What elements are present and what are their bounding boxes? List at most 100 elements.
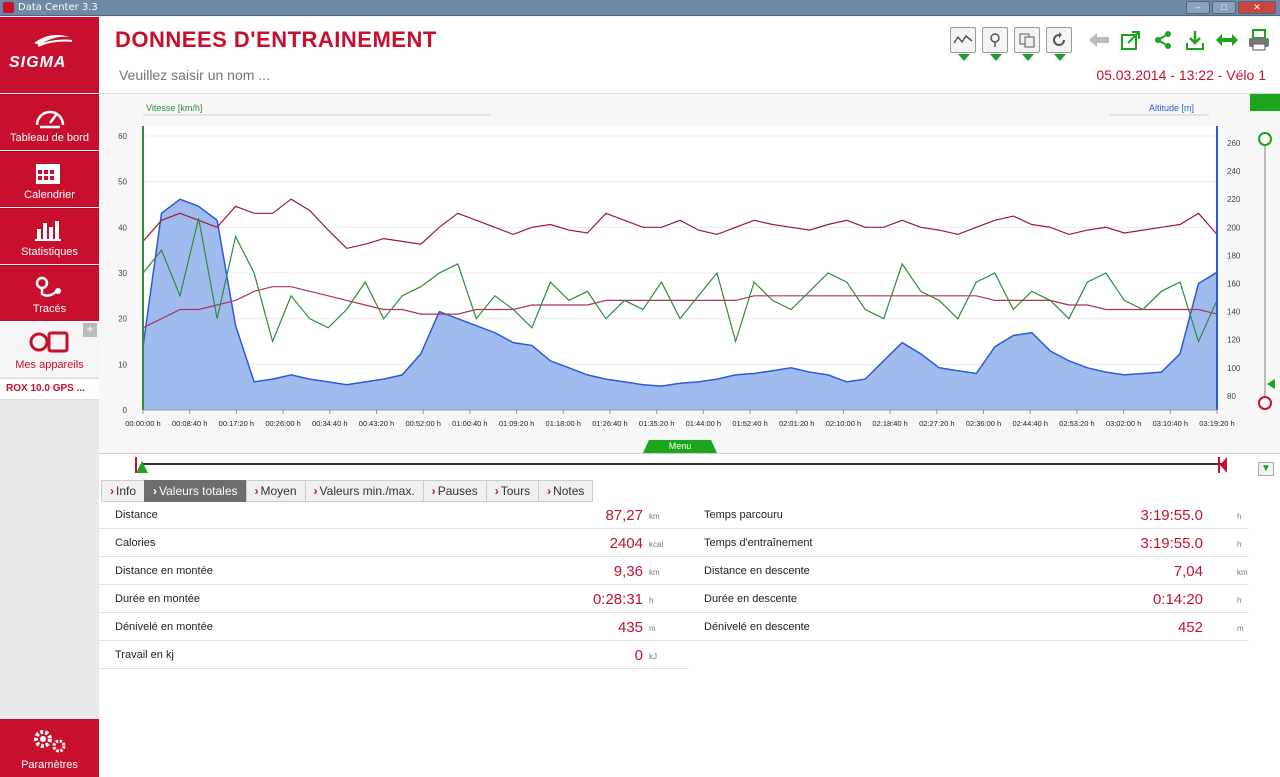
download-button[interactable]: [1182, 27, 1208, 53]
sidebar-item-dashboard[interactable]: Tableau de bord: [0, 94, 99, 150]
x-tick-label: 02:36:00 h: [966, 419, 1001, 428]
stat-label: Temps d'entraînement: [704, 537, 813, 549]
tab-total-values[interactable]: Valeurs totales: [144, 480, 247, 502]
right-tick-label: 220: [1227, 195, 1241, 204]
left-tick-label: 50: [118, 178, 127, 187]
x-tick-label: 00:43:20 h: [359, 419, 394, 428]
device-entry[interactable]: ROX 10.0 GPS ...: [0, 378, 99, 400]
add-device-button[interactable]: +: [83, 323, 97, 337]
left-tick-label: 40: [118, 223, 127, 232]
expand-button[interactable]: [1214, 27, 1240, 53]
zoom-in-icon: [1258, 132, 1272, 146]
sidebar-item-label: Paramètres: [21, 759, 78, 771]
tab-info[interactable]: Info: [101, 480, 146, 502]
minimize-button[interactable]: –: [1186, 1, 1210, 14]
left-tick-label: 30: [118, 269, 127, 278]
refresh-icon: [1053, 32, 1065, 46]
stat-label: Dénivelé en descente: [704, 621, 810, 633]
stat-unit: m: [1237, 624, 1244, 633]
speed-line: [142, 218, 1218, 344]
tab-laps[interactable]: Tours: [485, 480, 540, 502]
sidebar: SIGMA Tableau de bord Calendrier Statist…: [0, 17, 99, 777]
printer-icon: [1249, 29, 1269, 51]
x-tick-label: 02:53:20 h: [1059, 419, 1094, 428]
stat-value: 2404: [609, 535, 643, 552]
tab-average[interactable]: Moyen: [245, 480, 306, 502]
tab-min-max[interactable]: Valeurs min./max.: [304, 480, 424, 502]
copy-icon: [1019, 33, 1035, 48]
sigma-logo: SIGMA: [0, 17, 99, 93]
stat-label: Durée en montée: [115, 593, 200, 605]
range-start-handle[interactable]: [135, 456, 149, 474]
range-slider[interactable]: ▲: [99, 453, 1280, 479]
right-tick-label: 260: [1227, 139, 1241, 148]
stat-row-climb-distance: Distance en montée 9,36 km: [99, 558, 689, 585]
stat-label: Calories: [115, 537, 156, 549]
x-tick-label: 03:19:20 h: [1199, 419, 1234, 428]
altitude-area: [143, 199, 1217, 410]
app-icon: [3, 2, 14, 13]
session-name-input[interactable]: [119, 67, 519, 83]
stat-label: Distance en montée: [115, 565, 213, 577]
compare-button[interactable]: [1014, 27, 1040, 61]
stat-unit: m: [649, 624, 656, 633]
chart-settings-button: [1250, 94, 1280, 111]
share-icon: [1155, 31, 1171, 49]
back-arrow-icon: [1089, 33, 1109, 47]
stat-row-descent-distance: Distance en descente 7,04 km: [689, 558, 1249, 585]
sidebar-item-devices[interactable]: + Mes appareils: [0, 321, 99, 377]
export-icon: [1121, 31, 1140, 50]
main-panel: DONNEES D'ENTRAINEMENT 05.03.2014 - 13:2…: [99, 17, 1280, 777]
x-tick-label: 00:34:40 h: [312, 419, 347, 428]
window-controls: – □ ✕: [1186, 1, 1276, 14]
refresh-button[interactable]: [1046, 27, 1072, 61]
range-end-handle[interactable]: [1217, 456, 1229, 474]
left-tick-label: 60: [118, 132, 127, 141]
right-tick-label: 160: [1227, 280, 1241, 289]
stat-unit: h: [649, 596, 654, 605]
sidebar-item-statistics[interactable]: Statistiques: [0, 208, 99, 264]
stat-value: 3:19:55.0: [1140, 535, 1203, 552]
cadence-line: [142, 286, 1218, 329]
x-tick-label: 01:26:40 h: [592, 419, 627, 428]
x-tick-label: 01:00:40 h: [452, 419, 487, 428]
detail-tabs: Info Valeurs totales Moyen Valeurs min./…: [101, 480, 594, 502]
zoom-slider-thumb: [1267, 379, 1275, 389]
gears-icon: [34, 730, 66, 753]
tab-notes[interactable]: Notes: [538, 480, 594, 502]
sidebar-item-label: Tracés: [32, 303, 67, 315]
sidebar-item-tracks[interactable]: Tracés: [0, 265, 99, 321]
back-button[interactable]: [1086, 27, 1112, 53]
stat-value: 435: [617, 619, 643, 636]
chart-menu-tab[interactable]: Menu: [643, 440, 717, 453]
right-tick-label: 200: [1227, 223, 1241, 232]
stat-value: 9,36: [613, 563, 643, 580]
expand-down-button[interactable]: ▼: [1258, 462, 1274, 476]
stat-row-elevation-gain: Dénivelé en montée 435 m: [99, 614, 689, 641]
x-tick-label: 02:10:00 h: [826, 419, 861, 428]
sidebar-item-settings[interactable]: Paramètres: [0, 719, 99, 777]
maximize-button[interactable]: □: [1212, 1, 1236, 14]
tab-pauses[interactable]: Pauses: [422, 480, 487, 502]
x-tick-label: 01:18:00 h: [546, 419, 581, 428]
sidebar-item-calendar[interactable]: Calendrier: [0, 151, 99, 207]
stat-unit: h: [1237, 512, 1242, 521]
toolbar: [950, 27, 1272, 61]
left-tick-label: 0: [123, 406, 128, 415]
x-tick-label: 02:27:20 h: [919, 419, 954, 428]
map-view-button[interactable]: [982, 27, 1008, 61]
line-graph-icon: [953, 34, 973, 44]
training-chart[interactable]: Vitesse [km/h] Altitude [m] 60 50 40 30 20 10 0 2…: [99, 93, 1280, 453]
print-button[interactable]: [1246, 27, 1272, 53]
zoom-out-icon: [1258, 396, 1272, 410]
map-pin-icon: [990, 33, 1000, 47]
stat-unit: km: [1237, 568, 1248, 577]
stat-value: 0:28:31: [592, 591, 643, 608]
sidebar-item-label: Mes appareils: [15, 359, 84, 371]
stat-row-distance: Distance 87,27 km: [99, 502, 689, 529]
share-button[interactable]: [1150, 27, 1176, 53]
close-button[interactable]: ✕: [1238, 1, 1276, 14]
graph-view-button[interactable]: [950, 27, 976, 61]
export-button[interactable]: [1118, 27, 1144, 53]
altitude-line: [142, 198, 1218, 387]
